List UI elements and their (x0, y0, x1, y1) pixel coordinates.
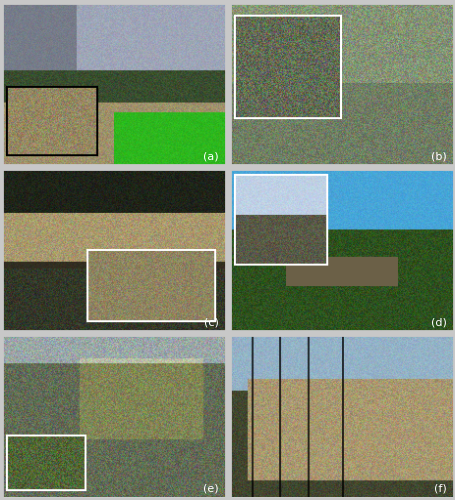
Text: (b): (b) (430, 152, 446, 162)
Text: (e): (e) (203, 484, 218, 494)
Text: (f): (f) (433, 484, 446, 494)
Text: (d): (d) (430, 318, 446, 328)
Text: (a): (a) (203, 152, 218, 162)
Text: (c): (c) (204, 318, 218, 328)
